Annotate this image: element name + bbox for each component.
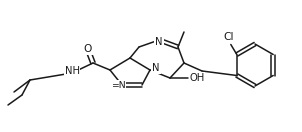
Text: N: N (155, 37, 163, 47)
Text: OH: OH (189, 73, 205, 83)
Text: Cl: Cl (223, 32, 234, 43)
Text: NH: NH (65, 66, 79, 76)
Text: N: N (152, 63, 160, 73)
Text: =N: =N (111, 81, 125, 89)
Text: O: O (84, 44, 92, 54)
